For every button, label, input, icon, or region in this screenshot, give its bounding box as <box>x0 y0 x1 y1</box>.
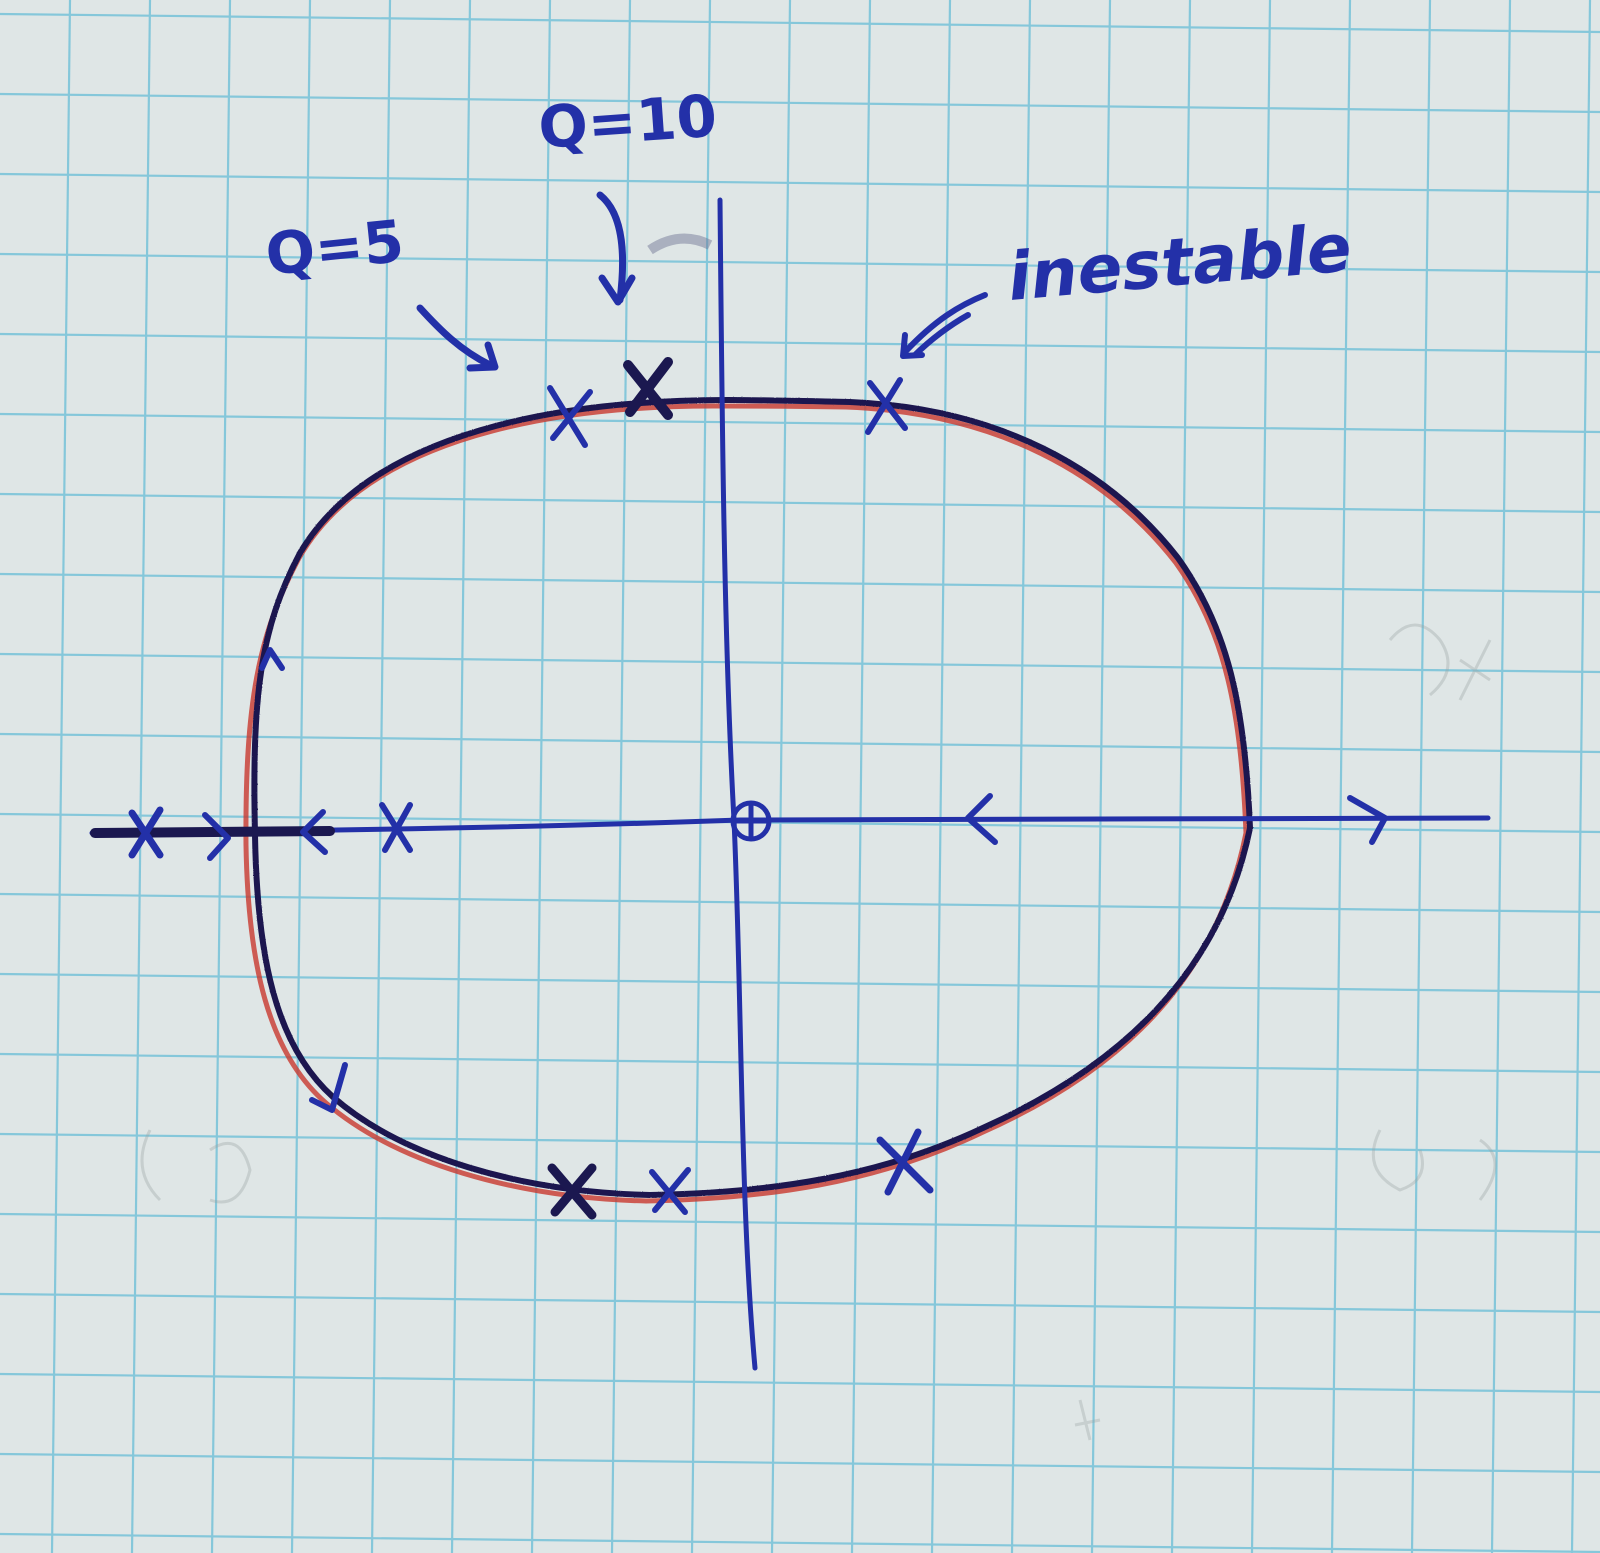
arrowhead-icon <box>965 793 998 845</box>
cross-icon <box>547 1163 597 1220</box>
arrowhead-icon <box>259 647 285 671</box>
grid-line-horizontal <box>0 92 1600 114</box>
grid-line-vertical <box>850 0 872 1553</box>
grid-line-vertical <box>1090 0 1112 1553</box>
arrowhead-icon <box>202 812 231 861</box>
grid-line-horizontal <box>0 572 1600 594</box>
grid-line-horizontal <box>0 1292 1600 1314</box>
grid-line-horizontal <box>0 1132 1600 1154</box>
label-q5: Q=5 <box>262 207 407 289</box>
grid-line-vertical <box>1250 0 1272 1553</box>
pointer-arrow-q5 <box>416 304 499 372</box>
grid-line-horizontal <box>0 172 1600 194</box>
grid-line-vertical <box>290 0 312 1553</box>
pointer-arrow-unstable <box>900 292 988 359</box>
circle-plus-icon <box>730 800 772 842</box>
grid-line-vertical <box>930 0 952 1553</box>
grid-line-vertical <box>530 0 552 1553</box>
grid-line-vertical <box>210 0 232 1553</box>
grid-line-vertical <box>1570 0 1592 1553</box>
grid-line-horizontal <box>0 1052 1600 1074</box>
grid-line-vertical <box>1010 0 1032 1553</box>
grid-line-vertical <box>1330 0 1352 1553</box>
grid-line-horizontal <box>0 332 1600 354</box>
left-real-axis-segment <box>90 826 335 838</box>
grid-line-horizontal <box>0 812 1600 834</box>
grid-line-horizontal <box>0 1372 1600 1394</box>
cross-icon <box>865 377 908 435</box>
cross-icon <box>623 357 673 420</box>
grid-line-vertical <box>1490 0 1512 1553</box>
axis-smudge <box>647 233 713 255</box>
grid-line-horizontal <box>0 412 1600 434</box>
grid-line-horizontal <box>0 1532 1600 1553</box>
cross-icon <box>876 1128 934 1196</box>
grid-line-horizontal <box>0 892 1600 914</box>
grid-line-horizontal <box>0 1452 1600 1474</box>
root-locus-curve <box>251 397 1254 1199</box>
cross-icon <box>649 1167 691 1215</box>
grid-line-vertical <box>770 0 792 1553</box>
cross-icon <box>547 385 593 448</box>
cross-icon <box>379 802 413 853</box>
grid-line-horizontal <box>0 252 1600 274</box>
grid-line-vertical <box>690 0 712 1553</box>
grid-line-horizontal <box>0 732 1600 754</box>
label-q10: Q=10 <box>536 82 719 162</box>
grid-line-horizontal <box>0 492 1600 514</box>
grid-line-vertical <box>1410 0 1432 1553</box>
arrowhead-icon <box>1347 795 1388 845</box>
grid-line-horizontal <box>0 12 1600 34</box>
grid-line-vertical <box>610 0 632 1553</box>
grid-line-horizontal <box>0 1212 1600 1234</box>
grid-line-vertical <box>1170 0 1192 1553</box>
cross-icon <box>128 806 164 859</box>
faint-ghost-marks <box>140 623 1497 1441</box>
pointer-arrow-q10 <box>596 191 636 306</box>
arrowhead-icon <box>309 1062 348 1113</box>
grid-line-vertical <box>130 0 152 1553</box>
arrowhead-icon <box>300 809 328 855</box>
